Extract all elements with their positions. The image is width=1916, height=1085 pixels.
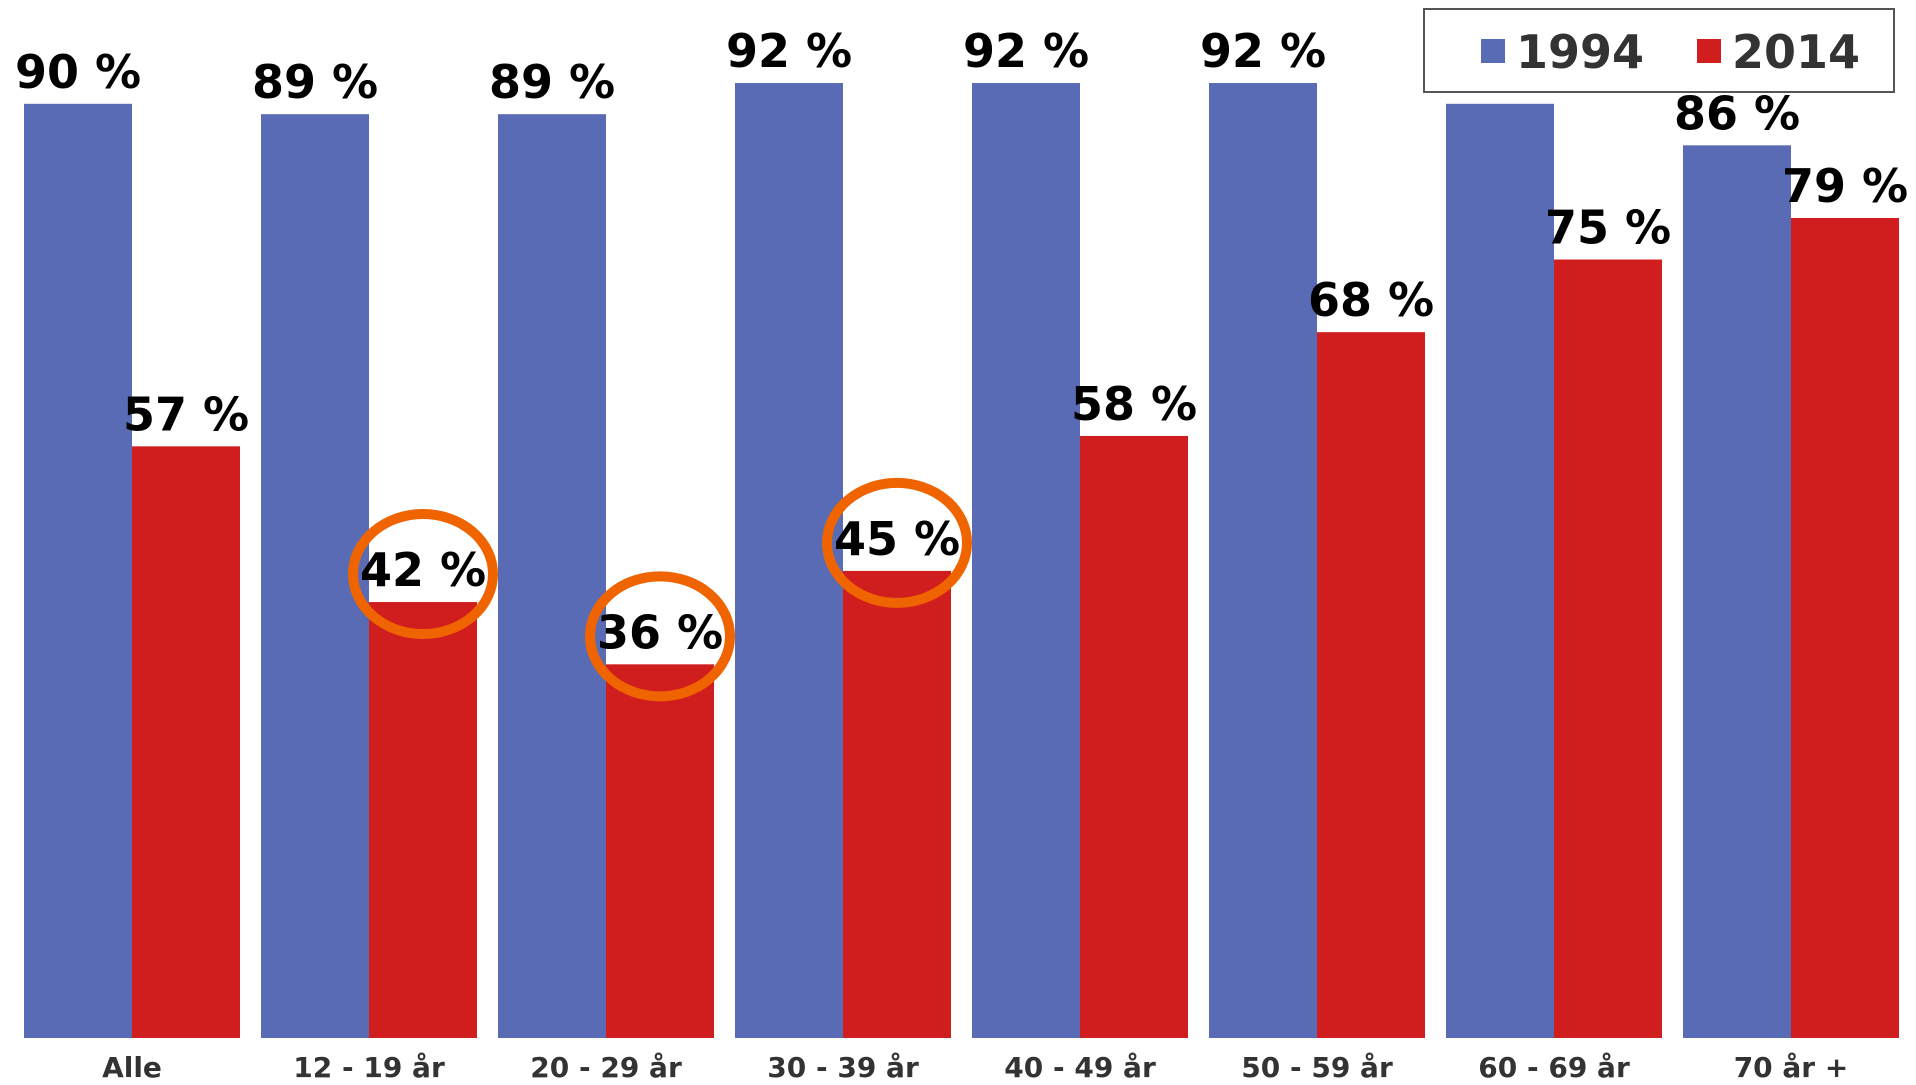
bar-1994-60-69-r [1446,103,1554,1039]
value-label-1994-30-39-r: 92 % [726,24,852,78]
legend-swatch-1994 [1481,39,1505,63]
value-label-2014-60-69-r: 75 % [1545,201,1671,255]
value-label-2014-alle: 57 % [123,387,249,441]
highlight-circles-group [348,477,972,702]
bar-1994-50-59-r [1209,83,1317,1039]
x-tick-label-12-19-r: 12 - 19 år [293,1051,445,1084]
value-label-2014-50-59-r: 68 % [1308,273,1434,327]
highlight-circle-30-39-r [822,477,972,608]
bar-2014-alle [132,446,240,1039]
x-tick-label-20-29-r: 20 - 29 år [530,1051,682,1084]
bar-2014-60-69-r [1554,259,1662,1038]
bar-1994-20-29-r [498,114,606,1039]
value-label-2014-70-r: 79 % [1782,159,1908,213]
bar-2014-20-29-r [606,664,714,1038]
value-label-1994-12-19-r: 89 % [252,55,378,109]
value-label-2014-30-39-r: 45 % [834,512,960,566]
x-tick-label-40-49-r: 40 - 49 år [1004,1051,1156,1084]
value-label-1994-50-59-r: 92 % [1200,24,1326,78]
value-label-1994-70-r: 86 % [1674,86,1800,140]
highlight-circle-20-29-r [585,571,735,702]
legend-swatch-2014 [1697,39,1721,63]
value-label-2014-20-29-r: 36 % [597,605,723,659]
value-label-1994-20-29-r: 89 % [489,55,615,109]
value-label-2014-12-19-r: 42 % [360,543,486,597]
bars-group [24,83,1899,1039]
x-tick-label-30-39-r: 30 - 39 år [767,1051,919,1084]
highlight-circle-12-19-r [348,509,498,640]
bar-1994-alle [24,103,132,1039]
legend-label-2014: 2014 [1732,25,1860,79]
value-label-1994-40-49-r: 92 % [963,24,1089,78]
x-tick-label-50-59-r: 50 - 59 år [1241,1051,1393,1084]
x-tick-label-60-69-r: 60 - 69 år [1478,1051,1630,1084]
bar-2014-12-19-r [369,602,477,1038]
legend: 1994 2014 [1423,8,1895,93]
value-label-2014-40-49-r: 58 % [1071,377,1197,431]
legend-label-1994: 1994 [1516,25,1644,79]
bar-2014-70-r [1791,217,1899,1039]
x-tick-label-alle: Alle [102,1051,162,1084]
bar-2014-50-59-r [1317,332,1425,1038]
x-tick-label-70-r: 70 år + [1734,1051,1849,1084]
bar-2014-40-49-r [1080,435,1188,1039]
value-label-1994-alle: 90 % [15,45,141,99]
bar-2014-30-39-r [843,570,951,1038]
bar-1994-70-r [1683,145,1791,1038]
bar-1994-40-49-r [972,83,1080,1039]
x-axis-tick-labels: Alle 12 - 19 år 20 - 29 år 30 - 39 år 40 - 4… [102,1051,1848,1084]
